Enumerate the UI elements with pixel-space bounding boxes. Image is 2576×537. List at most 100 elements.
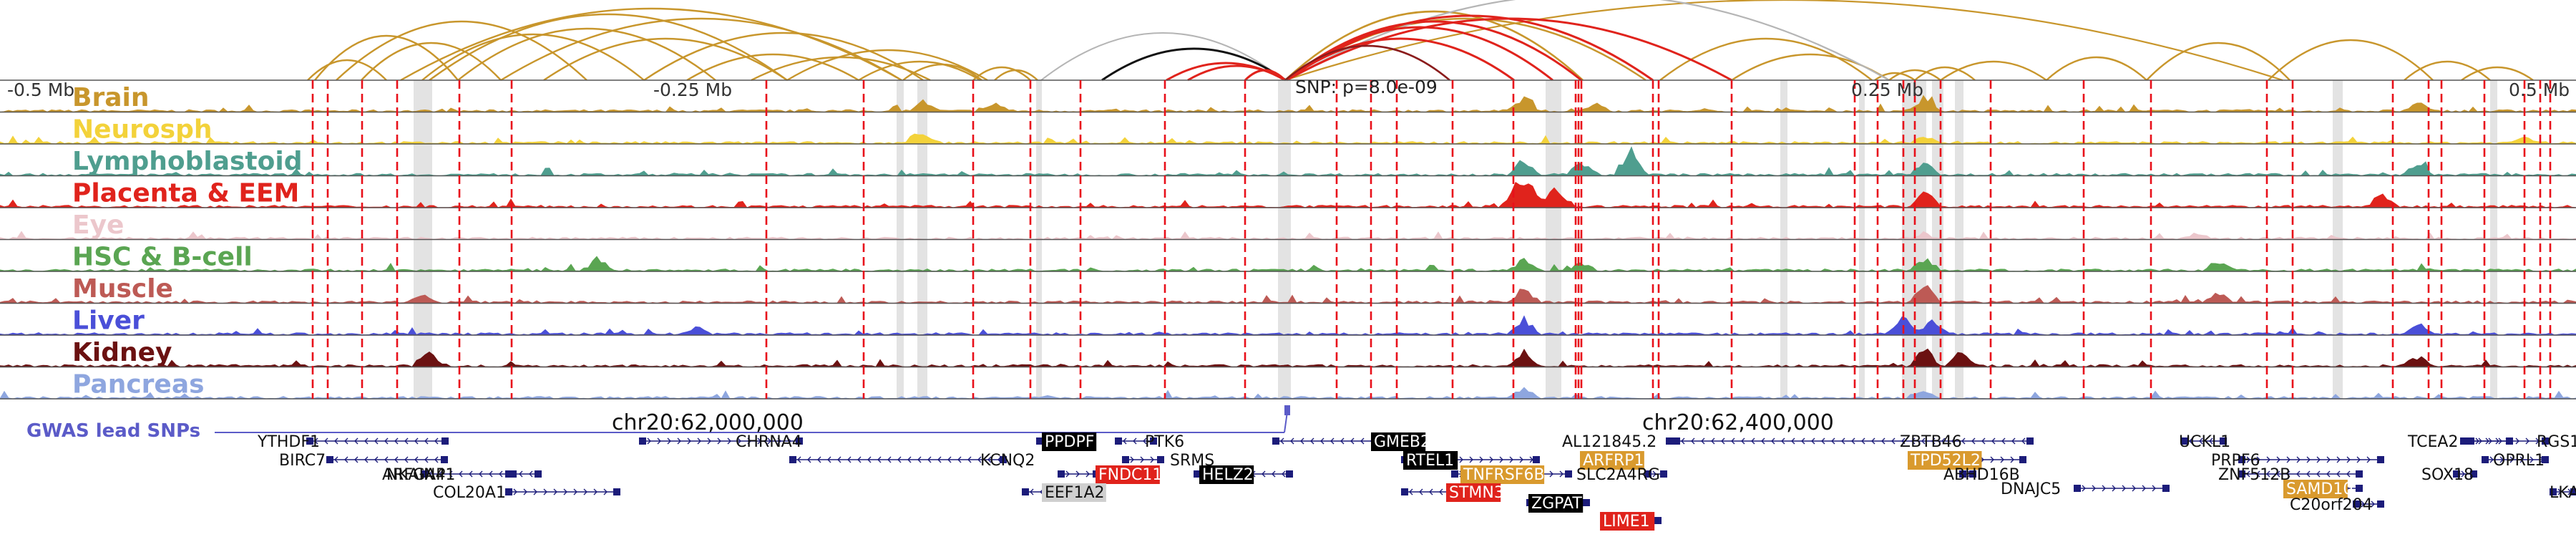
gene-label-zbtb46[interactable]: ZBTB46: [1900, 433, 1962, 451]
gwas-lead-snp-marker[interactable]: [1284, 405, 1290, 415]
strand-chevrons: [2461, 470, 2465, 478]
strand-chevrons: [797, 456, 1002, 463]
gene-label-tpd52l2[interactable]: TPD52L2: [1910, 452, 1981, 470]
brain-interaction-arc: [1940, 60, 2047, 81]
gene-label-lime1[interactable]: LIME1: [1603, 513, 1650, 531]
exon: [1157, 456, 1164, 463]
exon: [306, 437, 313, 445]
gene-label-samd10[interactable]: SAMD10: [2286, 480, 2353, 498]
strand-chevrons: [1681, 437, 2026, 445]
exon: [2482, 456, 2489, 463]
gene-label-arfgap1[interactable]: ARFGAP1: [382, 466, 455, 484]
gene-label-dnajc5[interactable]: DNAJC5: [2001, 480, 2061, 498]
gene-label-rtel1[interactable]: RTEL1: [1406, 452, 1454, 470]
gene-label-kcnq2[interactable]: KCNQ2: [980, 452, 1035, 470]
exon: [535, 470, 542, 478]
scale-labels: -0.5 Mb -0.25 Mb SNP: p=8.0e-09 0.25 Mb …: [7, 77, 2570, 100]
brain-interaction-arc: [994, 69, 1038, 81]
gene-label-slc2a4rg[interactable]: SLC2A4RG: [1576, 466, 1660, 484]
gene-label-ythdf1[interactable]: YTHDF1: [257, 433, 320, 451]
gene-label-ppdpf[interactable]: PPDPF: [1045, 433, 1094, 451]
gene-label-col20a1[interactable]: COL20A1: [433, 484, 506, 502]
interaction-arc: [1286, 0, 1890, 81]
exon: [2377, 456, 2384, 463]
brain-interaction-arc: [902, 63, 982, 81]
gene-label-gmeb2[interactable]: GMEB2: [1374, 433, 1430, 451]
exon: [2220, 437, 2227, 445]
exon: [1565, 470, 1572, 478]
gene-highlight-lime1: [1600, 512, 1655, 531]
brain-interaction-arc: [1888, 69, 1941, 81]
exon: [1654, 517, 1662, 524]
strand-chevrons: [2246, 470, 2351, 478]
gene-label-nkain4[interactable]: NKAIN4: [386, 466, 446, 484]
gene-label-uckl1[interactable]: UCKL1: [2179, 433, 2230, 451]
gene-highlight-tnfrsf6b: [1460, 465, 1545, 484]
gene-label-abhd16b[interactable]: ABHD16B: [1943, 466, 2020, 484]
gene-label-birc7[interactable]: BIRC7: [279, 452, 326, 470]
signal-track-pancreas: [0, 387, 2576, 400]
chromatin-interaction-arcs: [307, 0, 2534, 82]
strand-chevrons: [2475, 437, 2540, 445]
brain-interaction-arc: [2046, 56, 2147, 81]
strand-chevrons: [2489, 456, 2544, 463]
gene-label-c20orf204[interactable]: C20orf204: [2290, 496, 2373, 514]
exon: [2542, 456, 2549, 463]
gene-label-arfrp1[interactable]: ARFRP1: [1583, 452, 1644, 470]
gene-label-znf512b[interactable]: ZNF512B: [2218, 466, 2290, 484]
gwas-track-label: GWAS lead SNPs: [26, 420, 200, 442]
track-label-brain: Brain: [72, 83, 149, 112]
gene-label-al121845-2[interactable]: AL121845.2: [1562, 433, 1657, 451]
gene-label-helz2[interactable]: HELZ2: [1202, 466, 1254, 484]
brain-interaction-arc: [1659, 37, 1873, 81]
regulatory-element-markers: [311, 80, 2552, 399]
coordinate-labels: chr20:62,000,000 chr20:62,400,000: [612, 410, 1834, 435]
scale-label-max: 0.5 Mb: [2509, 79, 2570, 100]
interaction-arc: [1040, 32, 1285, 81]
gene-highlight-helz2: [1199, 465, 1254, 484]
gene-highlight-stmn3: [1446, 483, 1501, 502]
exon: [2162, 485, 2170, 492]
brain-interaction-arc: [1874, 72, 1916, 81]
strand-chevrons: [1123, 437, 1147, 445]
gene-label-stmn3[interactable]: STMN3: [1449, 484, 1504, 502]
brain-interaction-arc: [361, 42, 502, 81]
exon: [2238, 456, 2245, 463]
gene-label-tcea2[interactable]: TCEA2: [2407, 433, 2458, 451]
gene-label-lkaaear1[interactable]: LKAAEAR1: [2550, 484, 2576, 502]
strand-chevrons: [314, 437, 439, 445]
scale-label-min: -0.5 Mb: [7, 79, 74, 100]
gene-label-rgs19[interactable]: RGS19: [2537, 433, 2576, 451]
gene-label-fndc11[interactable]: FNDC11: [1098, 466, 1162, 484]
gene-highlight-ppdpf: [1042, 432, 1097, 451]
exon: [1533, 456, 1540, 463]
brain-interaction-arc: [400, 7, 902, 82]
gene-label-prpf6[interactable]: PRPF6: [2211, 452, 2260, 470]
exon: [2453, 470, 2460, 478]
gene-label-tnfrsf6b[interactable]: TNFRSF6B: [1463, 466, 1545, 484]
exon: [1000, 456, 1007, 463]
exon: [1115, 437, 1122, 445]
exon: [2356, 485, 2363, 492]
gene-label-chrna4[interactable]: CHRNA4: [736, 433, 802, 451]
brain-interaction-arc: [2146, 42, 2290, 81]
exon: [639, 437, 646, 445]
exon: [2181, 437, 2188, 445]
gene-label-zgpat[interactable]: ZGPAT: [1531, 495, 1582, 513]
gwas-track: GWAS lead SNPs: [26, 405, 1290, 442]
exon: [796, 437, 803, 445]
exon: [505, 470, 512, 478]
track-label-eye: Eye: [72, 211, 124, 240]
gene-label-ptk6[interactable]: PTK6: [1145, 433, 1184, 451]
gene-label-eef1a2[interactable]: EEF1A2: [1045, 484, 1105, 502]
exon: [613, 488, 620, 495]
gene-label-oprl1[interactable]: OPRL1: [2493, 452, 2545, 470]
strand-chevrons: [513, 488, 618, 495]
brain-interaction-arc: [786, 49, 988, 82]
strand-chevrons: [647, 437, 791, 445]
snp-interaction-arc: [1286, 20, 1582, 82]
exon: [326, 456, 333, 463]
exon: [2238, 470, 2245, 478]
gene-label-sox18[interactable]: SOX18: [2421, 466, 2474, 484]
